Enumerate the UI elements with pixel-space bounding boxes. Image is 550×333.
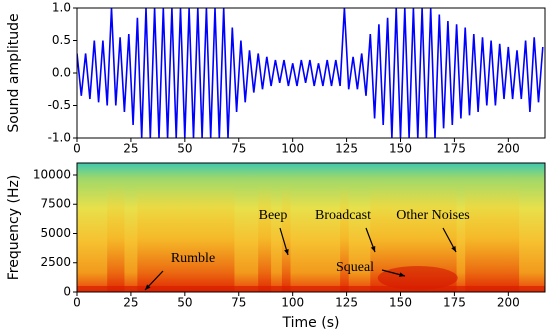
x-tick-label: 75 — [231, 296, 246, 310]
x-tick-label: 0 — [73, 296, 81, 310]
y-tick-label: 10000 — [33, 167, 71, 181]
loud-region — [281, 183, 291, 292]
x-axis-label: Time (s) — [282, 315, 340, 331]
x-tick-label: 125 — [335, 142, 358, 156]
y-tick-label: -0.5 — [48, 98, 71, 112]
loud-region — [340, 183, 349, 292]
y-tick-label: 0.0 — [52, 66, 71, 80]
x-tick-label: 25 — [123, 142, 138, 156]
x-tick-label: 100 — [281, 296, 304, 310]
spectrogram-panel: Rumble Beep Broadcast Other Noises Squeal 0 25… — [6, 162, 546, 331]
x-tick-label: 0 — [73, 142, 81, 156]
annotation: Beep — [259, 208, 288, 223]
loud-region — [465, 183, 520, 292]
y-axis-label: Frequency (Hz) — [6, 175, 22, 281]
x-tick-label: 50 — [177, 296, 192, 310]
loud-region — [137, 183, 235, 292]
arrow-head — [451, 246, 456, 252]
arrow-head — [284, 249, 289, 255]
arrow-head — [370, 246, 376, 252]
x-tick-label: 50 — [177, 142, 192, 156]
x-tick-label: 25 — [123, 296, 138, 310]
y-axis-label: Sound amplitude — [6, 13, 22, 132]
y-tick-label: 1.0 — [52, 1, 71, 15]
y-tick-label: 0.5 — [52, 33, 71, 47]
waveform-panel: 0 25 50 75 100 125 150 175 200 -1.0 -0.5 0.0 0.5 1.0 S… — [6, 1, 546, 156]
annotation: Squeal — [336, 260, 374, 275]
x-tick-label: 75 — [231, 142, 246, 156]
arrow-head — [145, 284, 151, 290]
x-tick-label: 175 — [443, 142, 466, 156]
loud-region — [258, 183, 272, 292]
y-tick-label: 0 — [63, 285, 71, 299]
annotation: Broadcast — [315, 208, 371, 223]
x-tick-label: 150 — [389, 142, 412, 156]
x-tick-label: 200 — [497, 296, 520, 310]
x-tick-label: 150 — [389, 296, 412, 310]
x-tick-label: 100 — [281, 142, 304, 156]
plot-frame — [76, 162, 546, 293]
waveform — [77, 8, 544, 138]
x-tick-label: 175 — [443, 296, 466, 310]
x-tick-label: 125 — [335, 296, 358, 310]
rumble-band — [77, 286, 545, 292]
arrow-head — [399, 272, 405, 277]
x-tick-label: 200 — [497, 142, 520, 156]
squeal-region — [377, 266, 458, 290]
y-tick-label: 7500 — [40, 197, 71, 211]
y-tick-label: 5000 — [40, 226, 71, 240]
y-tick-label: -1.0 — [48, 131, 71, 145]
loud-region — [107, 183, 125, 292]
annotation: Rumble — [171, 251, 215, 266]
y-tick-label: 2500 — [40, 255, 71, 269]
annotation: Other Noises — [396, 208, 470, 223]
